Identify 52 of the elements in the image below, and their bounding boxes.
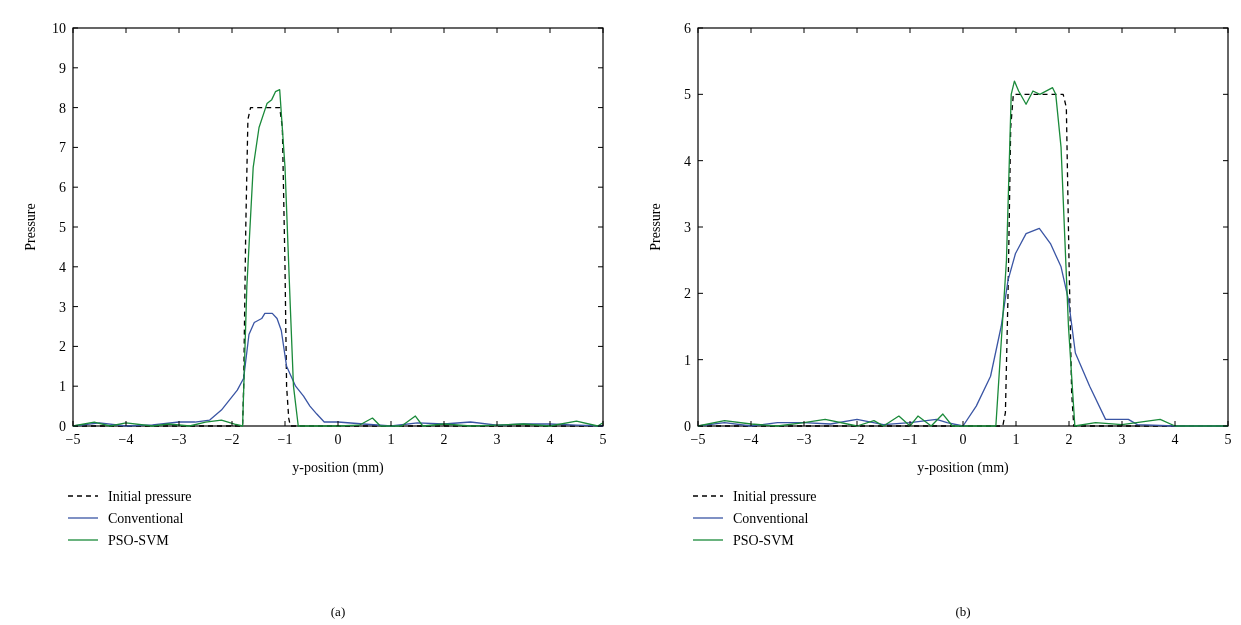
x-tick-label: −1 [902, 432, 918, 447]
y-axis-title: Pressure [23, 203, 38, 251]
x-tick-label: 0 [334, 432, 342, 447]
y-axis-title: Pressure [648, 203, 663, 251]
x-tick-label: 1 [387, 432, 395, 447]
x-tick-label: −1 [277, 432, 293, 447]
legend-label: Initial pressure [108, 489, 192, 504]
y-tick-label: 6 [59, 180, 66, 196]
text: (a) [330, 604, 346, 619]
y-tick-label: 4 [59, 259, 66, 275]
x-axis-title: y-position (mm) [917, 460, 1010, 476]
x-tick-label: −2 [224, 432, 240, 447]
y-tick-label: 0 [684, 419, 691, 434]
legend-label: PSO-SVM [733, 533, 795, 548]
x-tick-label: 5 [1224, 432, 1232, 447]
y-tick-label: 5 [59, 220, 66, 235]
legend-label: Conventional [108, 511, 184, 526]
x-tick-label: 3 [1118, 432, 1126, 447]
y-tick-label: 2 [59, 339, 66, 355]
x-tick-label: 5 [599, 432, 607, 447]
y-tick-label: 8 [59, 100, 66, 116]
y-tick-label: 0 [59, 419, 66, 434]
y-tick-label: 2 [684, 286, 691, 302]
x-tick-label: 2 [440, 432, 448, 447]
y-tick-label: 5 [684, 87, 691, 103]
y-tick-label: 4 [684, 153, 691, 169]
y-tick-label: 9 [59, 60, 66, 76]
x-tick-label: −4 [118, 432, 134, 447]
y-tick-label: 1 [59, 379, 66, 395]
x-tick-label: 1 [1012, 432, 1020, 447]
y-tick-label: 7 [59, 140, 66, 156]
legend-label: Conventional [733, 511, 809, 526]
legend-label: Initial pressure [733, 489, 817, 504]
x-tick-label: −5 [65, 432, 81, 447]
x-tick-label: −3 [796, 432, 812, 447]
x-axis-title: y-position (mm) [292, 460, 385, 476]
x-tick-label: −2 [849, 432, 865, 447]
text: (b) [955, 604, 971, 619]
x-tick-label: 4 [1171, 432, 1179, 447]
y-tick-label: 6 [684, 21, 691, 36]
x-tick-label: −5 [690, 432, 706, 447]
y-tick-label: 1 [684, 352, 691, 368]
legend-label: PSO-SVM [108, 533, 170, 548]
x-tick-label: −4 [743, 432, 759, 447]
x-tick-label: 2 [1065, 432, 1073, 447]
x-tick-label: 3 [493, 432, 501, 447]
x-tick-label: 0 [959, 432, 967, 447]
x-tick-label: 4 [546, 432, 554, 447]
x-tick-label: −3 [171, 432, 187, 447]
y-tick-label: 3 [684, 220, 691, 235]
y-tick-label: 10 [52, 21, 66, 36]
y-tick-label: 3 [59, 299, 66, 315]
